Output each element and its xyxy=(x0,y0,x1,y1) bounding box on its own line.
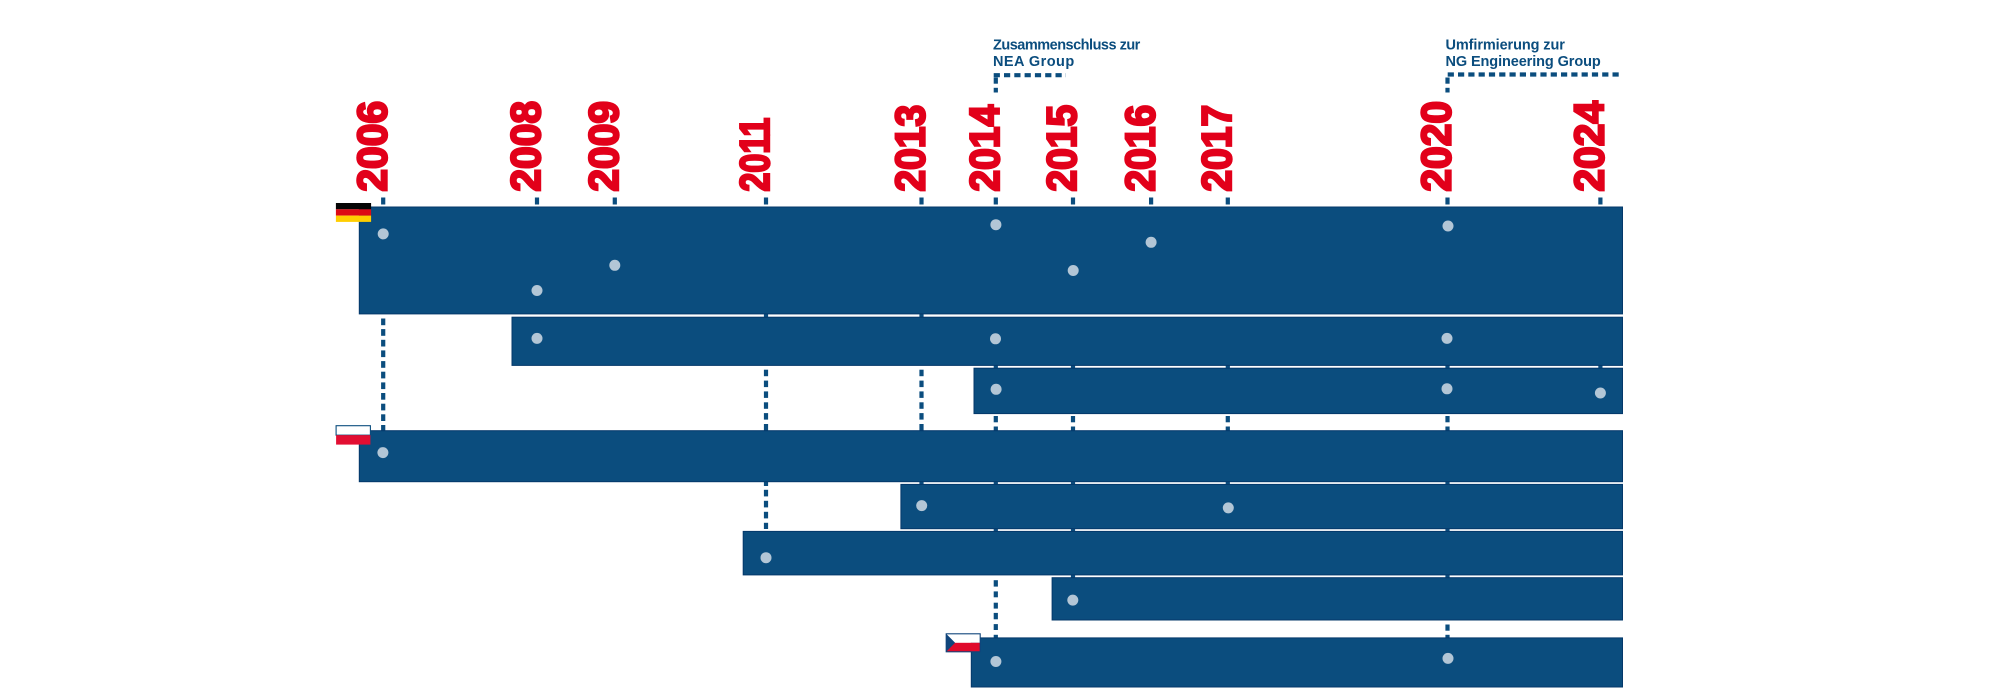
svg-text:2009: 2009 xyxy=(580,101,627,192)
svg-text:2016: 2016 xyxy=(1116,105,1163,192)
svg-text:Umfirmierung zur: Umfirmierung zur xyxy=(1446,37,1566,53)
svg-text:2024: 2024 xyxy=(1566,100,1613,191)
svg-text:2008: 2008 xyxy=(502,101,549,192)
svg-text:NG Engineering Group: NG Engineering Group xyxy=(1446,54,1601,70)
svg-text:2014: 2014 xyxy=(961,104,1008,191)
svg-text:2017: 2017 xyxy=(1193,105,1240,192)
svg-text:2011: 2011 xyxy=(731,118,778,192)
svg-text:2020: 2020 xyxy=(1413,101,1460,192)
svg-text:Zusammenschluss zur: Zusammenschluss zur xyxy=(993,37,1141,53)
svg-text:NEA Group: NEA Group xyxy=(993,54,1075,70)
svg-text:2013: 2013 xyxy=(887,105,934,192)
svg-text:2015: 2015 xyxy=(1038,105,1085,192)
svg-text:2006: 2006 xyxy=(348,101,395,192)
